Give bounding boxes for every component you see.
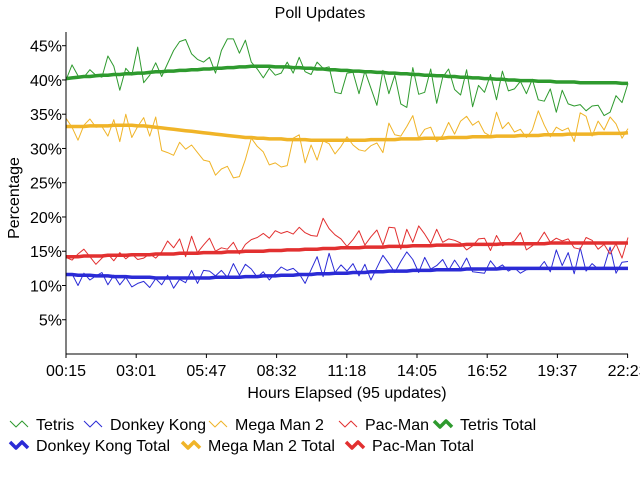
y-axis-label: Percentage xyxy=(6,157,23,239)
legend-swatch xyxy=(9,420,29,428)
x-tick-label: 22:23 xyxy=(608,363,640,380)
y-tick-label: 10% xyxy=(30,278,62,295)
y-tick-label: 40% xyxy=(30,73,62,90)
legend-label: Donkey Kong xyxy=(110,417,206,434)
legend-swatch xyxy=(8,440,30,450)
chart-title: Poll Updates xyxy=(275,5,366,22)
y-tick-label: 20% xyxy=(30,210,62,227)
x-tick-label: 00:15 xyxy=(46,363,86,380)
x-axis-label: Hours Elapsed (95 updates) xyxy=(247,385,446,402)
y-tick-label: 5% xyxy=(39,313,62,330)
legend-item-donkey-kong: Donkey Kong xyxy=(83,417,206,434)
legend-item-tetris-total: Tetris Total xyxy=(432,417,536,434)
legend-swatch xyxy=(344,440,366,450)
legend-item-pac-man: Pac-Man xyxy=(338,417,429,434)
legend: Tetris Donkey Kong Mega Man 2 Pac-Man Tetris… xyxy=(8,417,536,455)
y-tick-label: 35% xyxy=(30,107,62,124)
series-line-donkey-kong-total xyxy=(66,266,628,280)
legend-label: Tetris Total xyxy=(460,417,536,434)
y-tick-label: 15% xyxy=(30,244,62,261)
legend-item-donkey-kong-total: Donkey Kong Total xyxy=(8,438,170,455)
legend-label: Tetris xyxy=(36,417,74,434)
legend-label: Pac-Man xyxy=(365,417,429,434)
legend-swatch xyxy=(432,419,454,429)
y-tick-label: 30% xyxy=(30,141,62,158)
legend-swatch xyxy=(208,420,228,428)
x-tick-label: 14:05 xyxy=(397,363,437,380)
series-line-donkey-kong xyxy=(65,246,629,289)
plot-lines xyxy=(65,38,629,289)
legend-item-pac-man-total: Pac-Man Total xyxy=(344,438,474,455)
legend-label: Pac-Man Total xyxy=(372,438,474,455)
legend-label: Mega Man 2 xyxy=(235,417,324,434)
series-line-mega-man-2 xyxy=(65,110,629,179)
x-tick-label: 03:01 xyxy=(116,363,156,380)
x-tick-label: 11:18 xyxy=(327,363,366,380)
y-tick-label: 25% xyxy=(30,176,62,193)
legend-swatch xyxy=(338,420,358,428)
x-tick-label: 19:37 xyxy=(537,363,577,380)
legend-item-mega-man-2: Mega Man 2 xyxy=(208,417,324,434)
y-axis-ticks: 5% 10% 15% 20% 25% 30% 35% 40% 45% xyxy=(30,39,66,330)
legend-swatch xyxy=(83,420,103,428)
legend-label: Donkey Kong Total xyxy=(36,438,170,455)
x-tick-label: 05:47 xyxy=(186,363,226,380)
y-tick-label: 45% xyxy=(30,39,62,56)
series-line-pac-man xyxy=(65,217,629,265)
x-axis-ticks: 00:15 03:01 05:47 08:32 11:18 14:05 16:52 19:37… xyxy=(46,354,640,380)
x-tick-label: 16:52 xyxy=(467,363,507,380)
legend-item-mega-man-2-total: Mega Man 2 Total xyxy=(180,438,335,455)
series-line-tetris xyxy=(65,38,629,117)
legend-swatch xyxy=(180,440,202,450)
legend-label: Mega Man 2 Total xyxy=(208,438,335,455)
x-tick-label: 08:32 xyxy=(257,363,297,380)
legend-item-tetris: Tetris xyxy=(9,417,74,434)
series-line-mega-man-2-total xyxy=(66,123,629,142)
